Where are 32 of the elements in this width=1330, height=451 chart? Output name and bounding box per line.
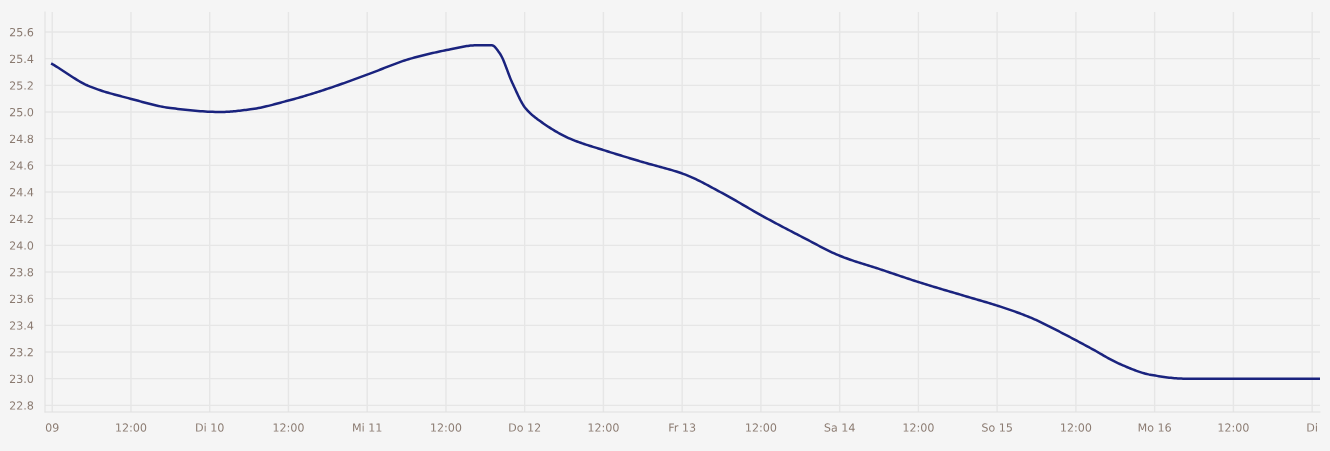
y-tick-label: 23.2: [9, 347, 33, 357]
y-tick-label: 25.0: [9, 107, 34, 117]
y-tick-label: 25.4: [9, 54, 34, 64]
y-tick-label: 24.8: [9, 134, 34, 144]
y-tick-label: 23.6: [9, 294, 34, 304]
y-tick-label: 25.6: [9, 27, 34, 37]
x-tick-label: Di: [1307, 423, 1317, 432]
y-tick-label: 24.4: [9, 187, 34, 197]
x-tick-label: 12:00: [588, 423, 619, 432]
y-tick-label: 24.2: [9, 214, 33, 223]
y-tick-label: 25.2: [9, 81, 33, 90]
x-tick-label: Sa 14: [824, 423, 855, 432]
y-tick-label: 22.8: [9, 401, 34, 410]
x-tick-label: 12:00: [746, 423, 777, 432]
x-tick-label: 12:00: [431, 423, 462, 432]
y-tick-label: 23.0: [9, 374, 34, 384]
x-tick-label: Mo 16: [1138, 423, 1171, 432]
x-tick-label: Di 10: [196, 423, 224, 432]
x-tick-label: 12:00: [1218, 423, 1249, 432]
y-tick-label: 24.0: [9, 241, 34, 250]
x-tick-label: 12:00: [116, 423, 147, 432]
x-tick-label: 12:00: [903, 423, 934, 432]
y-tick-label: 23.4: [9, 321, 34, 330]
x-tick-label: 12:00: [273, 423, 304, 432]
y-tick-label: 23.8: [9, 267, 34, 277]
x-tick-label: So 15: [982, 423, 1012, 432]
x-tick-label: Fr 13: [669, 423, 696, 432]
x-tick-label: Mi 11: [353, 423, 382, 432]
y-tick-label: 24.6: [9, 161, 34, 170]
x-tick-label: 12:00: [1061, 423, 1092, 432]
x-tick-label: 09: [45, 423, 59, 432]
x-tick-label: Do 12: [509, 423, 541, 432]
